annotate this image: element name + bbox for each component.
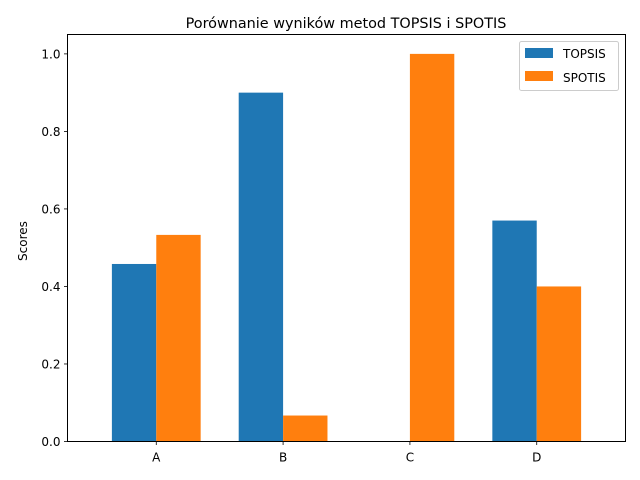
y-tick-label: 1.0 [41,47,60,61]
bar-spotis-d [536,286,582,442]
bar-topsis-d [492,220,537,442]
chart-title: Porównanie wyników metod TOPSIS i SPOTIS [186,16,507,32]
x-tick-label: A [152,451,161,465]
y-axis-ticks: 0.0 0.2 0.4 0.6 0.8 1.0 [41,47,68,449]
bar-spotis-a [156,234,201,442]
x-axis-ticks: A B C D [152,441,541,465]
y-tick-label: 0.4 [41,280,60,294]
bars-group [111,53,582,442]
y-axis-label: Scores [16,221,30,261]
legend-label-spotis: SPOTIS [563,71,606,85]
bar-spotis-c [409,53,455,442]
y-tick-label: 0.8 [41,125,60,139]
legend-swatch-spotis [525,71,553,81]
x-tick-label: B [279,451,287,465]
y-tick-label: 0.0 [41,435,60,449]
x-tick-label: C [406,451,414,465]
bar-topsis-a [111,263,157,442]
plot-frame [67,34,626,442]
legend: TOPSIS SPOTIS [519,41,619,91]
bar-spotis-b [283,415,328,442]
x-tick-label: D [532,451,541,465]
legend-swatch-topsis [525,48,553,58]
legend-label-topsis: TOPSIS [562,47,606,61]
y-tick-label: 0.6 [41,202,60,216]
y-tick-label: 0.2 [41,357,60,371]
bar-topsis-b [238,92,284,442]
